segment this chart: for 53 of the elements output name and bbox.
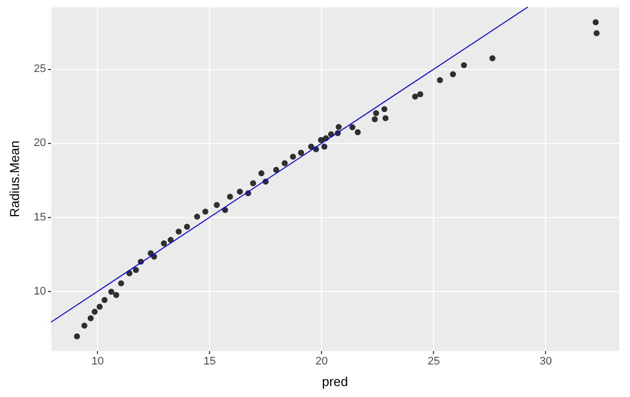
point: [81, 322, 88, 329]
point: [92, 308, 98, 315]
x-tick-label: 30: [540, 356, 552, 368]
point: [308, 144, 314, 150]
point: [132, 267, 139, 273]
point: [236, 188, 243, 195]
point: [373, 110, 380, 116]
point: [354, 129, 361, 136]
point: [88, 315, 94, 322]
point: [450, 71, 456, 78]
y-tick-label: 25: [34, 63, 46, 76]
point: [349, 124, 356, 130]
point: [214, 202, 220, 208]
point: [202, 208, 208, 215]
point: [250, 180, 256, 186]
x-tick-label: 25: [428, 356, 440, 368]
point: [273, 166, 280, 173]
x-tick-label: 10: [91, 356, 104, 368]
point: [436, 77, 443, 84]
point: [194, 214, 200, 220]
point: [258, 170, 264, 176]
y-tick-label: 10: [34, 285, 46, 298]
point: [160, 240, 167, 246]
point: [102, 297, 108, 304]
point: [381, 106, 388, 112]
point: [227, 194, 234, 200]
point: [336, 124, 342, 130]
y-tick-label: 15: [34, 211, 46, 224]
point: [417, 91, 424, 98]
point: [594, 30, 600, 36]
point: [118, 280, 124, 286]
point: [489, 55, 496, 62]
point: [113, 292, 120, 298]
point: [108, 288, 114, 295]
point: [592, 19, 599, 26]
y-tick-label: 20: [34, 137, 46, 150]
point: [460, 62, 467, 68]
x-tick-label: 15: [204, 356, 216, 368]
point: [290, 154, 296, 160]
point: [412, 94, 418, 100]
point: [176, 228, 182, 235]
point: [74, 333, 80, 340]
point: [282, 160, 288, 166]
x-tick-label: 20: [316, 356, 328, 368]
x-axis-title: pred: [322, 374, 348, 389]
point: [298, 150, 304, 156]
point: [372, 116, 378, 122]
point: [96, 304, 103, 310]
point: [321, 144, 328, 150]
point: [318, 136, 324, 143]
point: [184, 224, 190, 230]
point: [382, 115, 389, 122]
y-axis-title: Radius.Mean: [7, 140, 22, 218]
